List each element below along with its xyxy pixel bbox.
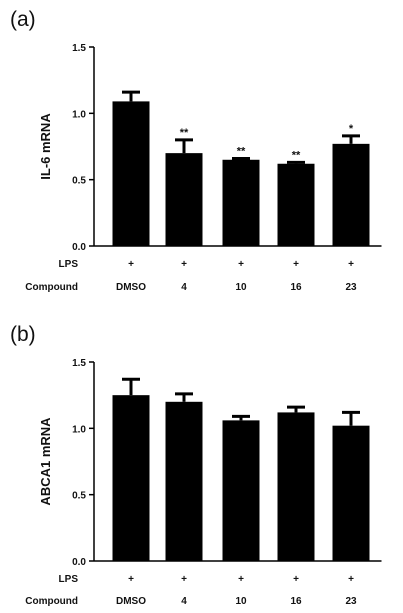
condition-value: DMSO bbox=[116, 282, 146, 293]
bar bbox=[277, 412, 315, 561]
condition-value: + bbox=[238, 259, 244, 270]
condition-value: DMSO bbox=[116, 596, 146, 607]
significance-marker: ** bbox=[180, 127, 189, 139]
y-tick-label: 0.5 bbox=[72, 491, 86, 502]
bar bbox=[277, 163, 315, 246]
y-tick-label: 1.5 bbox=[72, 43, 86, 54]
y-tick-label: 0.0 bbox=[72, 557, 86, 568]
bar bbox=[165, 153, 203, 246]
y-axis-title: ABCA1 mRNA bbox=[38, 417, 53, 506]
condition-value: + bbox=[348, 574, 354, 585]
bar bbox=[112, 395, 150, 561]
condition-value: 23 bbox=[345, 596, 357, 607]
chart-panel-a: (a)0.00.51.01.5IL-6 mRNA **** ***LPS + + + + +C… bbox=[10, 8, 382, 293]
y-tick-label: 1.5 bbox=[72, 358, 86, 369]
condition-value: 16 bbox=[290, 596, 302, 607]
significance-marker: ** bbox=[292, 149, 301, 161]
condition-row-label: LPS bbox=[59, 259, 79, 270]
condition-value: + bbox=[238, 574, 244, 585]
condition-row-label: Compound bbox=[25, 596, 78, 607]
condition-value: + bbox=[128, 259, 134, 270]
y-axis-title: IL-6 mRNA bbox=[38, 113, 53, 180]
bar bbox=[332, 143, 370, 246]
condition-value: + bbox=[128, 574, 134, 585]
condition-value: 16 bbox=[290, 282, 302, 293]
panel-label: (b) bbox=[10, 323, 36, 346]
chart-panel-b: (b) 0.0 0.5 1.0 1.5 ABCA1 mRNA LPS + + + + + Compoun… bbox=[10, 323, 382, 607]
condition-row-label: LPS bbox=[59, 574, 79, 585]
bar bbox=[112, 101, 150, 246]
significance-marker: ** bbox=[237, 145, 246, 157]
condition-row-label: Compound bbox=[25, 282, 78, 293]
condition-value: 10 bbox=[235, 596, 247, 607]
condition-value: + bbox=[348, 259, 354, 270]
bar bbox=[222, 159, 260, 246]
condition-value: + bbox=[181, 259, 187, 270]
condition-value: + bbox=[293, 574, 299, 585]
condition-value: 4 bbox=[181, 282, 187, 293]
y-tick-label: 1.0 bbox=[72, 109, 86, 120]
y-tick-label: 0.5 bbox=[72, 176, 86, 187]
bar bbox=[165, 401, 203, 561]
condition-value: 10 bbox=[235, 282, 247, 293]
significance-marker: * bbox=[349, 123, 354, 135]
bar bbox=[222, 420, 260, 561]
condition-value: 4 bbox=[181, 596, 187, 607]
panel-label: (a) bbox=[10, 8, 36, 31]
y-tick-label: 0.0 bbox=[72, 242, 86, 253]
condition-value: + bbox=[293, 259, 299, 270]
condition-value: 23 bbox=[345, 282, 357, 293]
y-tick-label: 1.0 bbox=[72, 424, 86, 435]
condition-value: + bbox=[181, 574, 187, 585]
bar bbox=[332, 425, 370, 561]
